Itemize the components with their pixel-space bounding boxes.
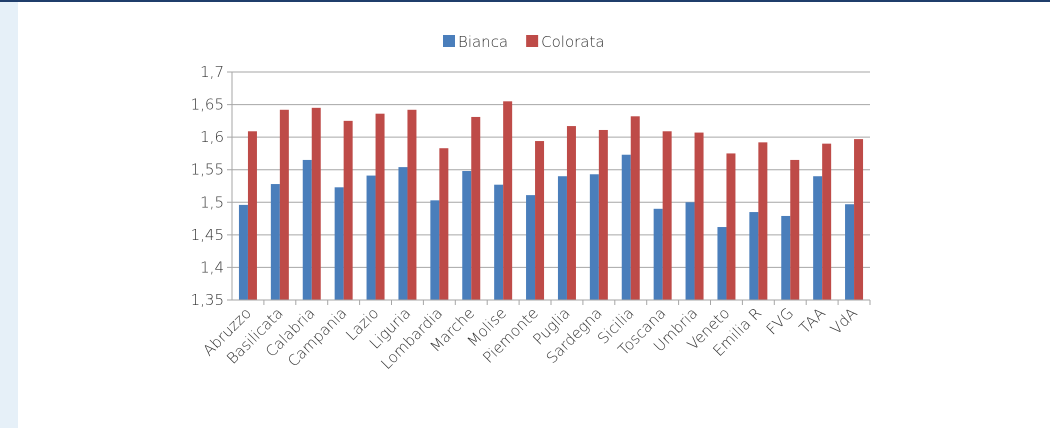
legend-swatch: [443, 35, 455, 47]
bar: [621, 154, 631, 300]
bar: [462, 171, 472, 300]
bar: [430, 200, 440, 300]
bar: [685, 202, 695, 300]
y-tick-label: 1,65: [191, 96, 224, 114]
bar: [526, 195, 536, 300]
y-tick-label: 1,4: [200, 258, 224, 276]
bar: [557, 176, 567, 300]
bar: [494, 184, 504, 300]
bar: [589, 174, 599, 300]
bar: [270, 184, 280, 300]
bar: [535, 141, 545, 300]
bar: [653, 208, 663, 300]
top-border: [0, 0, 1050, 2]
bar: [630, 116, 640, 300]
bar: [598, 129, 608, 300]
bar: [694, 132, 704, 300]
bar: [471, 116, 481, 300]
y-tick-label: 1,7: [200, 63, 224, 81]
bar: [398, 167, 408, 300]
x-tick-label: FVG: [763, 304, 797, 338]
bar: [749, 212, 759, 300]
bar: [375, 113, 385, 300]
side-panel: [0, 2, 18, 428]
bar: [334, 187, 344, 300]
bar: [279, 109, 289, 300]
bar: [813, 176, 823, 300]
bar: [238, 204, 248, 300]
legend-label: Bianca: [458, 33, 508, 51]
x-tick-label: VdA: [827, 304, 861, 338]
bar: [302, 159, 312, 300]
bar: [717, 227, 727, 300]
bar: [662, 131, 672, 300]
legend-swatch: [526, 35, 539, 47]
y-tick-label: 1,35: [191, 291, 224, 309]
bar: [407, 109, 417, 300]
bar: [503, 101, 513, 300]
bar: [845, 204, 855, 300]
y-tick-label: 1,45: [191, 226, 224, 244]
bar: [439, 148, 449, 300]
bar: [790, 159, 800, 300]
bar: [758, 142, 768, 300]
bar: [311, 107, 321, 300]
bar: [343, 120, 353, 300]
bar: [247, 131, 257, 300]
x-tick-label: TAA: [796, 304, 829, 337]
bar: [366, 175, 376, 300]
bar: [822, 143, 832, 300]
y-tick-label: 1,55: [191, 161, 224, 179]
bar: [566, 126, 576, 300]
y-tick-label: 1,6: [200, 128, 224, 146]
bar: [854, 139, 864, 300]
y-tick-label: 1,5: [200, 193, 224, 211]
legend-label: Colorata: [541, 33, 604, 51]
bar: [726, 153, 736, 300]
bar: [781, 215, 791, 300]
